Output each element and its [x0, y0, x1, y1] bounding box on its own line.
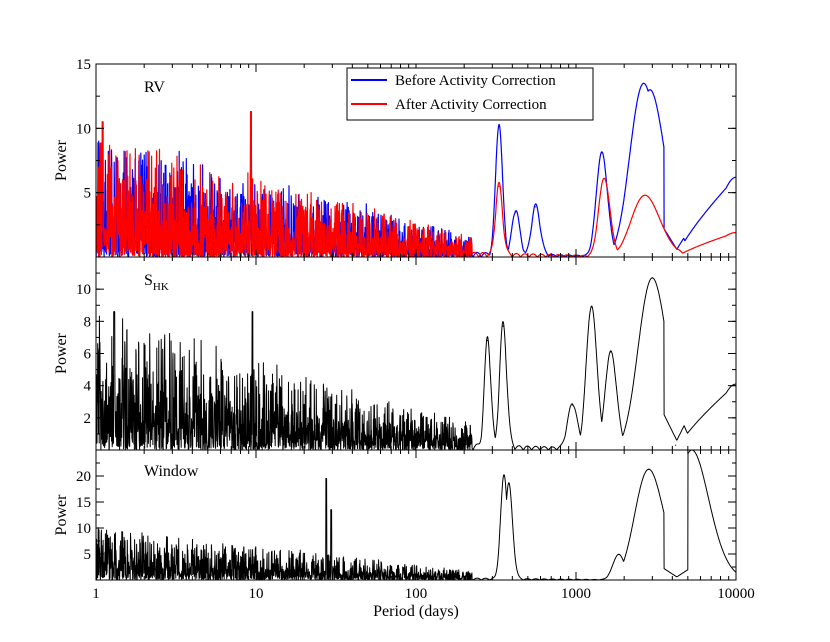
panel-0-series-0-peak-6 — [535, 206, 537, 208]
panel-2-series-0-peak-5 — [618, 553, 620, 556]
panel-1-label: SHK — [144, 272, 169, 293]
panel-0-series-1-peak-2 — [498, 185, 500, 187]
panel-2-series-0-peak-3 — [503, 475, 505, 477]
panel-1-ytick-label-3: 8 — [84, 314, 92, 330]
panel-2-ytick-label-2: 15 — [76, 495, 91, 511]
panel-1-series-0-peak-8 — [675, 444, 677, 446]
panel-0-series-1-peak-4 — [644, 194, 646, 196]
panel-2-series-0-peak-6 — [648, 468, 650, 470]
panel-2-ylabel: Power — [53, 494, 70, 536]
panel-0-series-1-peak-3 — [603, 177, 605, 180]
panel-1-ytick-label-2: 6 — [84, 347, 92, 363]
panel-0-series-1-peak-5 — [676, 248, 678, 250]
panel-0-series-0-peak-9 — [649, 89, 651, 91]
panel-2-ytick-label-1: 10 — [76, 521, 91, 537]
panel-2-series-0-peak-2 — [330, 509, 332, 511]
xtick-label-2: 100 — [405, 586, 428, 602]
panel-2-series-0-peak-4 — [508, 483, 510, 485]
panel-1-series-0-peak-7 — [651, 277, 653, 279]
panel-2-series-0-peak-0 — [108, 537, 110, 540]
panel-1-series-0-peak-1 — [251, 311, 254, 313]
panel-1-plot-area — [96, 277, 736, 450]
panel-1-series-0-peak-5 — [590, 306, 593, 308]
panel-0-series-1-peak-0 — [102, 121, 104, 123]
legend-box — [346, 67, 594, 121]
panel-1-ylabel: Power — [53, 332, 70, 374]
panel-1-series-0-peak-4 — [571, 404, 574, 406]
xtick-label-4: 10000 — [717, 586, 755, 602]
xtick-label-1: 10 — [249, 586, 264, 602]
panel-1-series-0-line — [96, 277, 736, 450]
panel-1-series-0-peak-0 — [113, 311, 115, 313]
panel-1-series-0-peak-3 — [502, 325, 504, 327]
panel-1-ytick-label-0: 2 — [84, 411, 92, 427]
panel-1-ytick-label-1: 4 — [84, 379, 92, 395]
panel-0-label: RV — [144, 79, 165, 96]
panel-2-label: Window — [144, 463, 199, 480]
panel-0-series-0-peak-5 — [515, 211, 517, 213]
panel-0-series-1-peak-1 — [250, 111, 252, 113]
panel-2-ytick-label-3: 20 — [76, 469, 91, 485]
panel-0-series-0-peak-4 — [498, 125, 500, 127]
panel-0-series-0-peak-1 — [116, 157, 118, 159]
xtick-label-3: 1000 — [561, 586, 591, 602]
panel-0-series-0-peak-7 — [601, 152, 603, 154]
panel-0-ylabel: Power — [53, 139, 70, 181]
panel-1-ytick-label-4: 10 — [76, 282, 91, 298]
panel-1-series-0-peak-6 — [610, 351, 612, 353]
xtick-label-0: 1 — [92, 586, 100, 602]
panel-2-series-0-peak-1 — [325, 478, 327, 480]
panel-0-ytick-label-2: 15 — [76, 57, 91, 73]
legend-label-1: After Activity Correction — [395, 97, 547, 113]
panel-0-series-1-line — [96, 111, 736, 257]
panel-0-series-0-peak-8 — [643, 82, 645, 84]
legend-label-0: Before Activity Correction — [395, 73, 556, 89]
x-axis-title: Period (days) — [373, 603, 459, 620]
panel-0-ytick-label-1: 10 — [76, 121, 91, 137]
panel-2-ytick-label-0: 5 — [84, 547, 92, 563]
panel-1-series-0-peak-2 — [486, 340, 489, 342]
panel-0-ytick-label-0: 5 — [84, 186, 92, 202]
